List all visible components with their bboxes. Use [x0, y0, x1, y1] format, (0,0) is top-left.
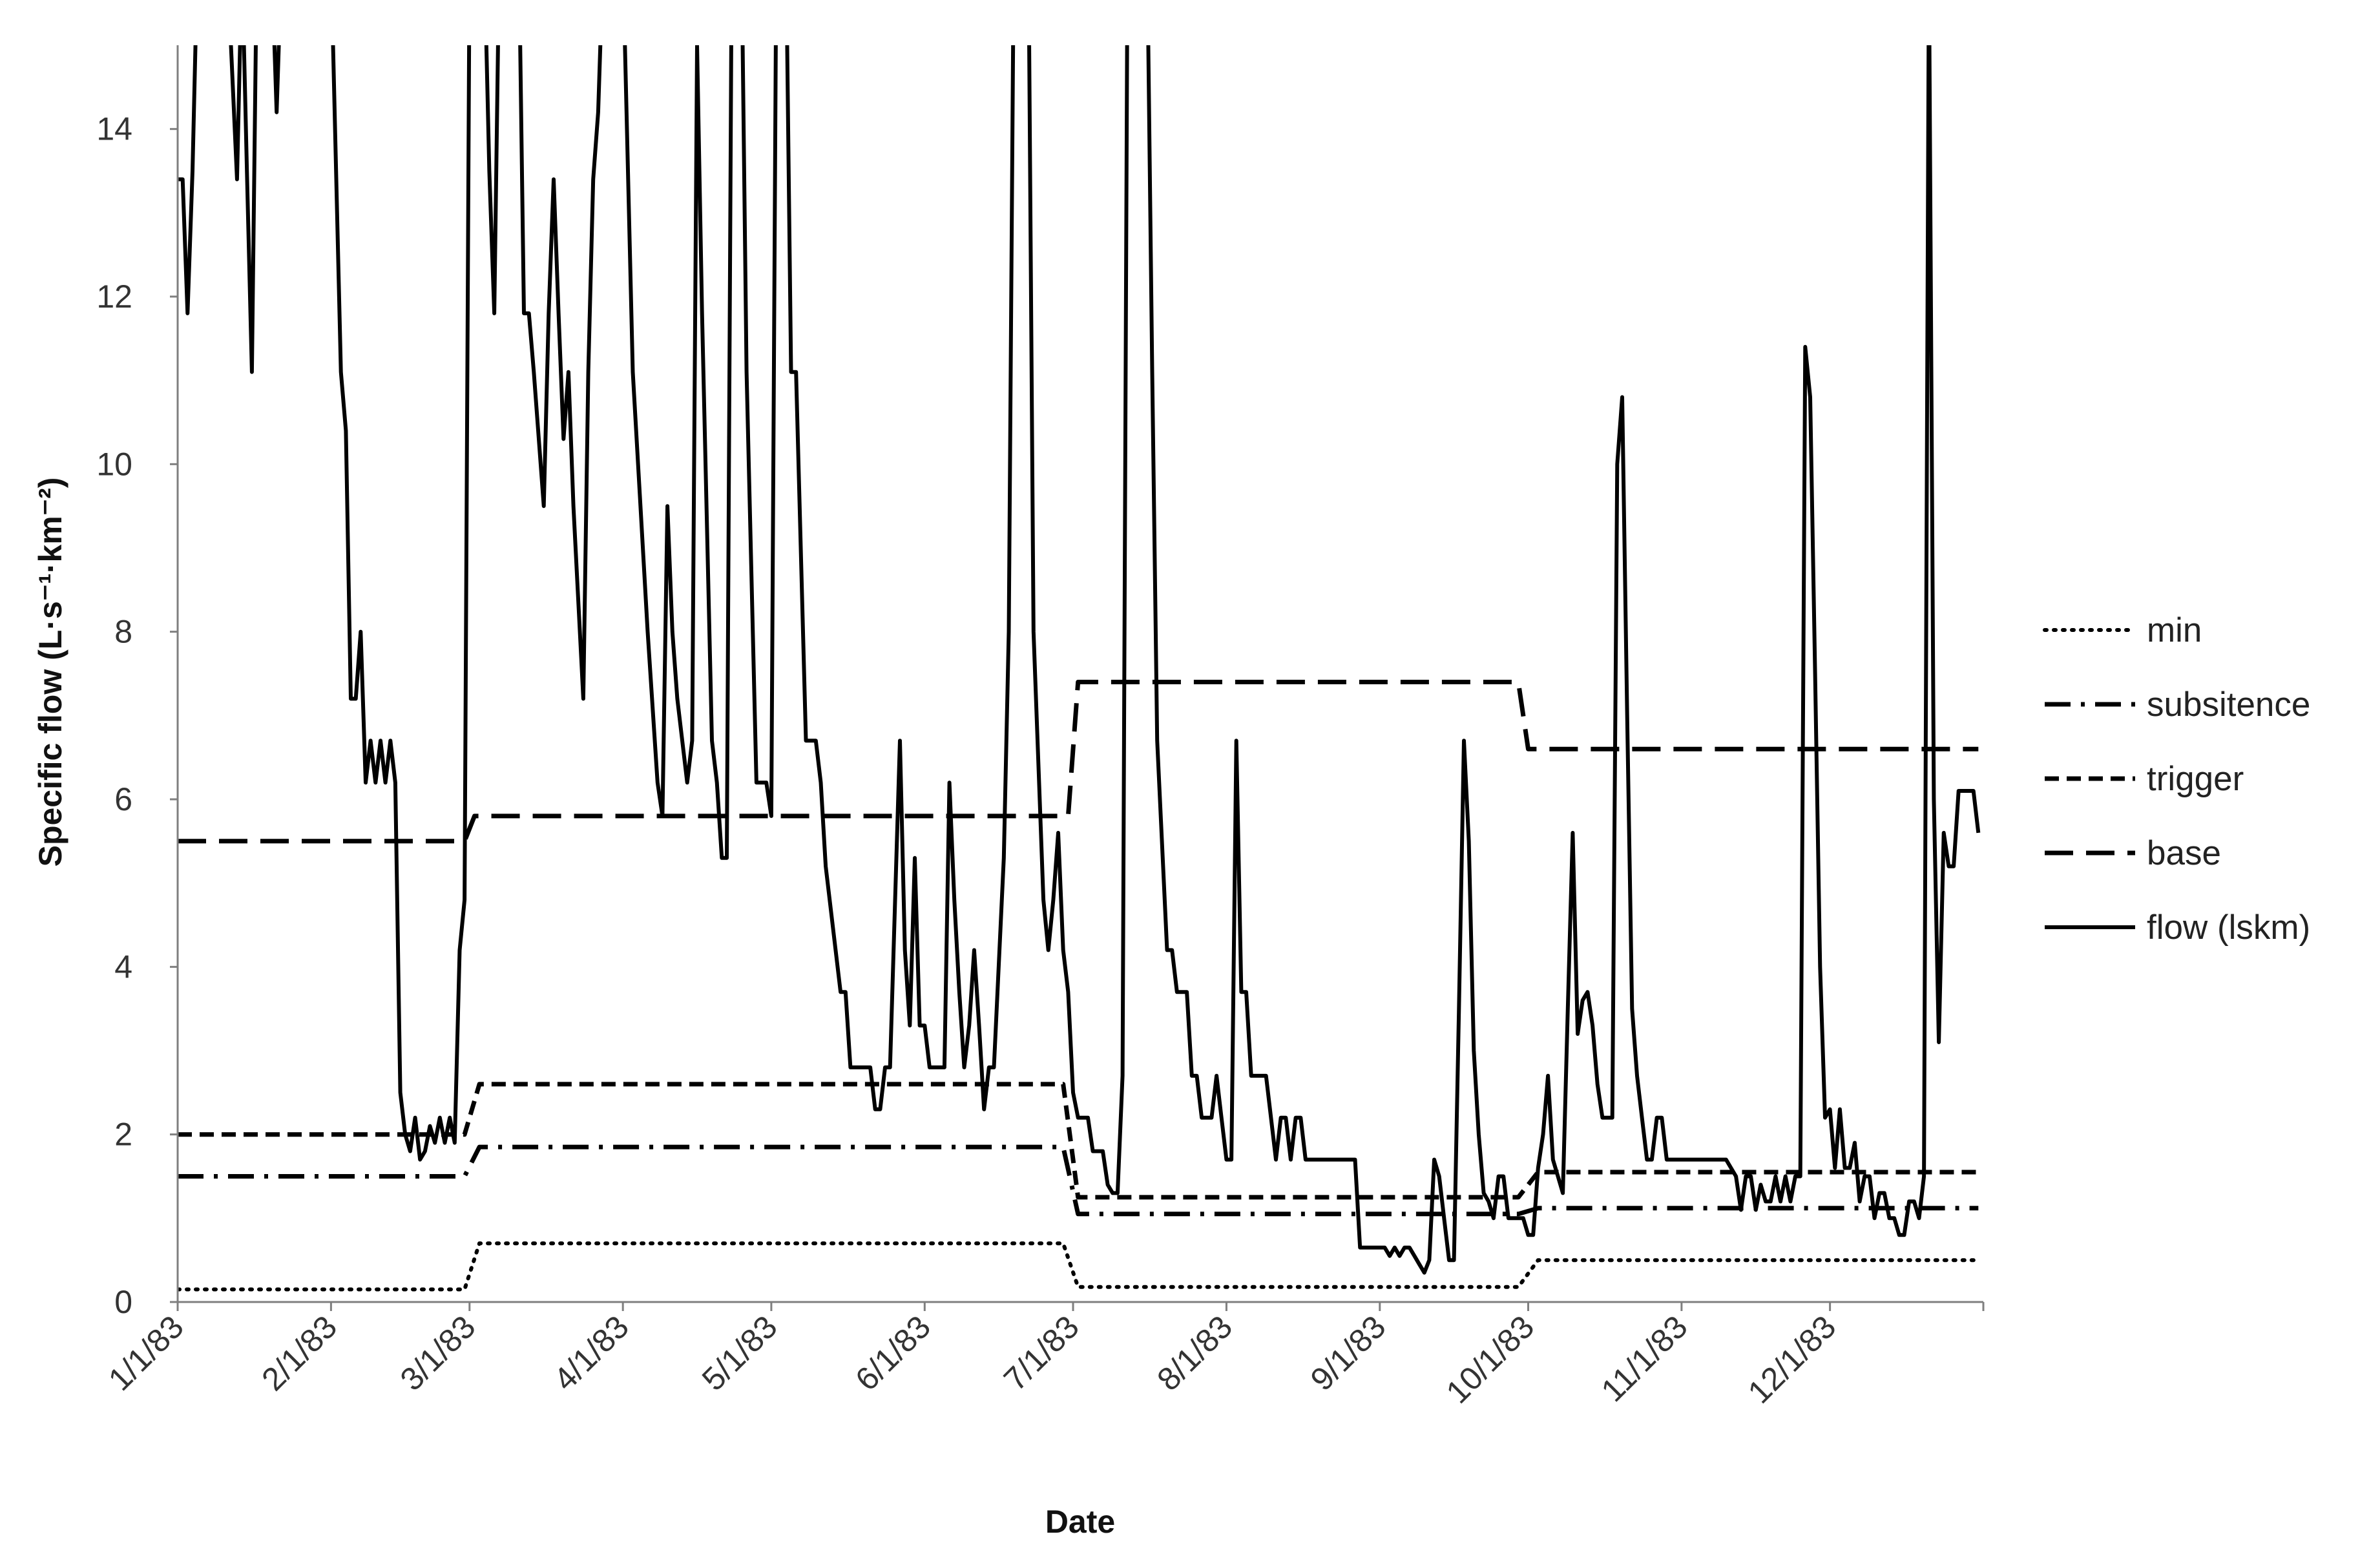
legend-label: min	[2147, 611, 2202, 649]
legend-label: base	[2147, 834, 2221, 872]
y-tick-label: 10	[96, 446, 132, 482]
x-axis-title: Date	[1045, 1504, 1115, 1540]
y-ticks: 0 2 4 6 8 10 12 14	[96, 111, 178, 1320]
y-tick-label: 14	[96, 111, 132, 147]
y-tick-label: 8	[114, 614, 132, 650]
x-tick-label: 5/1/83	[695, 1308, 784, 1398]
axes-layer	[176, 45, 1983, 1303]
y-tick-label: 6	[114, 781, 132, 817]
x-tick-label: 1/1/83	[101, 1308, 191, 1398]
x-tick-label: 4/1/83	[547, 1308, 636, 1398]
y-axis-title: Specific flow (L·s⁻¹·km⁻²)	[32, 478, 68, 867]
series-line-base	[178, 680, 1979, 844]
series-layer	[178, 45, 1981, 1292]
x-tick-label: 11/1/83	[1594, 1308, 1695, 1409]
y-tick-label: 12	[96, 278, 132, 315]
x-tick-label: 2/1/83	[255, 1308, 344, 1398]
x-tick-label: 10/1/83	[1439, 1308, 1541, 1411]
x-tick-label: 12/1/83	[1741, 1308, 1843, 1411]
y-tick-label: 2	[114, 1117, 132, 1153]
x-tick-label: 3/1/83	[393, 1308, 483, 1398]
y-tick-label: 4	[114, 949, 132, 985]
series-line-min	[178, 1241, 1981, 1292]
series-line-flow-lskm	[178, 45, 1981, 1275]
y-tick-label: 0	[114, 1284, 132, 1320]
x-tick-label: 8/1/83	[1150, 1308, 1239, 1398]
legend: min subsitence trigger base flow (lskm)	[2043, 611, 2310, 947]
x-tick-label: 7/1/83	[997, 1308, 1086, 1398]
legend-label: subsitence	[2147, 686, 2310, 724]
x-ticks: 1/1/83 2/1/83 3/1/83 4/1/83 5/1/83 6/1/83 7/1/…	[101, 1302, 1985, 1411]
legend-label: flow (lskm)	[2147, 908, 2310, 947]
x-tick-label: 9/1/83	[1304, 1308, 1393, 1398]
x-tick-label: 6/1/83	[848, 1308, 937, 1398]
legend-label: trigger	[2147, 760, 2244, 798]
series-line-trigger	[178, 1082, 1979, 1200]
